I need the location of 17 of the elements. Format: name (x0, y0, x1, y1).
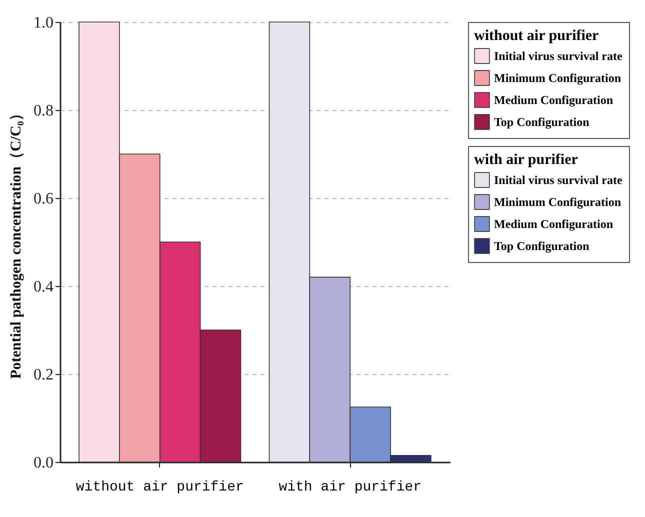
legend-label: Medium Configuration (494, 217, 614, 231)
legend-label: Minimum Configuration (494, 71, 622, 85)
legend-label: Top Configuration (494, 239, 590, 253)
y-tick-label: 0.0 (34, 454, 54, 472)
legend-label: Medium Configuration (494, 93, 614, 107)
legend-label: Initial virus survival rate (494, 49, 624, 63)
legend-label: Minimum Configuration (494, 195, 622, 209)
y-tick-label: 0.4 (34, 278, 54, 296)
y-tick-label: 0.2 (34, 366, 54, 384)
y-tick-label: 0.8 (34, 102, 54, 120)
legend-label: Top Configuration (494, 115, 590, 129)
legend-label: Initial virus survival rate (494, 173, 624, 187)
y-tick-label: 0.6 (34, 190, 54, 208)
text: with air purifier (474, 152, 578, 168)
y-axis-title: Potential pathogen concentration（C/C₀） (8, 106, 24, 379)
y-tick-label: 1.0 (34, 14, 54, 32)
legend-title: without air purifier (474, 28, 600, 44)
